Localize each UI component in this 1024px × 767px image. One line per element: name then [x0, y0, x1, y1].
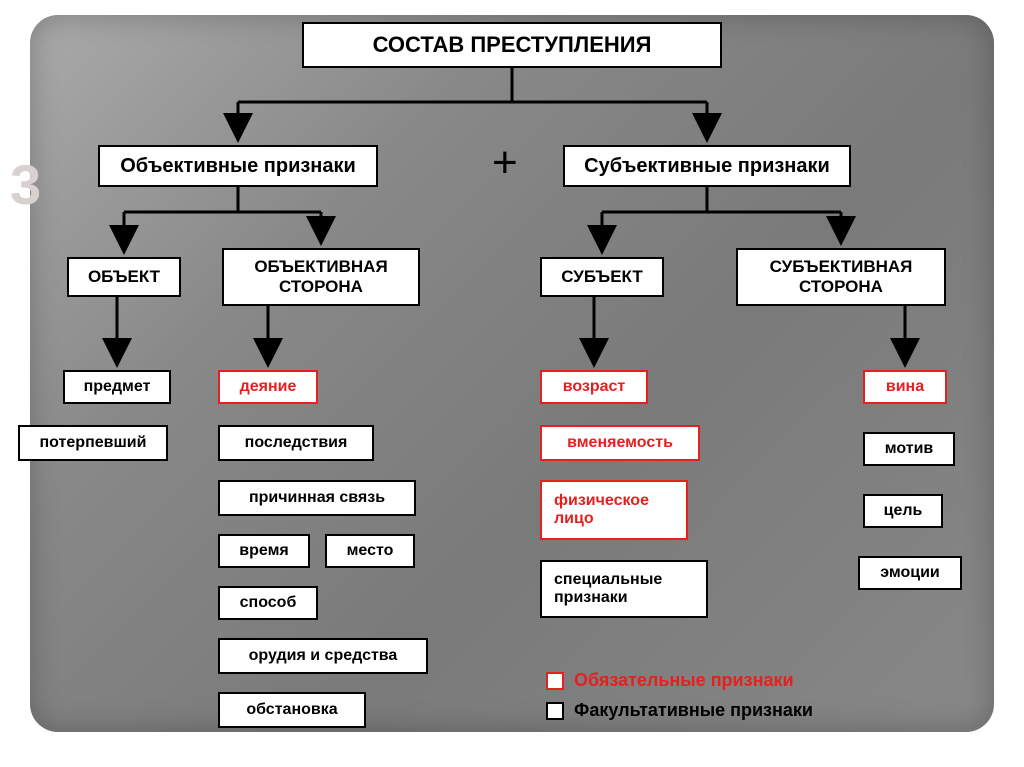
- background-panel: [30, 15, 994, 732]
- vozrast-box: возраст: [540, 370, 648, 404]
- orudia-box: орудия и средства: [218, 638, 428, 674]
- object-box: ОБЪЕКТ: [67, 257, 181, 297]
- legend-optional: Факультативные признаки: [546, 700, 813, 721]
- vina-box: вина: [863, 370, 947, 404]
- subjective-signs-box: Субъективные признаки: [563, 145, 851, 187]
- legend-mandatory-label: Обязательные признаки: [574, 670, 794, 691]
- deyanie-box: деяние: [218, 370, 318, 404]
- obstanovka-box: обстановка: [218, 692, 366, 728]
- legend-mandatory: Обязательные признаки: [546, 670, 794, 691]
- specpriznaki-box: специальные признаки: [540, 560, 708, 618]
- predmet-box: предмет: [63, 370, 171, 404]
- title-box: СОСТАВ ПРЕСТУПЛЕНИЯ: [302, 22, 722, 68]
- poterpevshy-box: потерпевший: [18, 425, 168, 461]
- tsel-box: цель: [863, 494, 943, 528]
- posledstviya-box: последствия: [218, 425, 374, 461]
- watermark-number: 3: [10, 152, 41, 217]
- vremya-box: время: [218, 534, 310, 568]
- objective-signs-box: Объективные признаки: [98, 145, 378, 187]
- subject-box: СУБЪЕКТ: [540, 257, 664, 297]
- mesto-box: место: [325, 534, 415, 568]
- vmenyaemost-box: вменяемость: [540, 425, 700, 461]
- sposob-box: способ: [218, 586, 318, 620]
- prichina-box: причинная связь: [218, 480, 416, 516]
- motiv-box: мотив: [863, 432, 955, 466]
- legend-optional-label: Факультативные признаки: [574, 700, 813, 721]
- legend-optional-icon: [546, 702, 564, 720]
- objective-side-box: ОБЪЕКТИВНАЯ СТОРОНА: [222, 248, 420, 306]
- subjective-side-box: СУБЪЕКТИВНАЯ СТОРОНА: [736, 248, 946, 306]
- fizlico-box: физическое лицо: [540, 480, 688, 540]
- emotsii-box: эмоции: [858, 556, 962, 590]
- legend-mandatory-icon: [546, 672, 564, 690]
- plus-symbol: +: [492, 138, 518, 188]
